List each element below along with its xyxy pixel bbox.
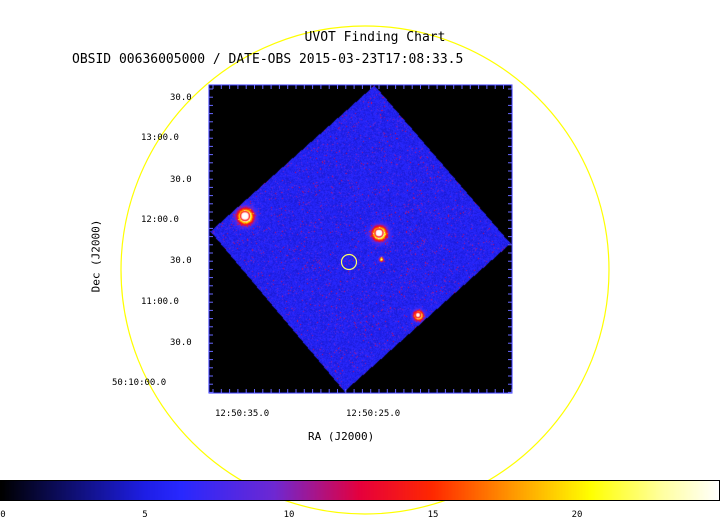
chart-subtitle: OBSID 00636005000 / DATE-OBS 2015-03-23T…: [72, 52, 464, 67]
colorbar-tick-label: 5: [142, 510, 148, 520]
colorbar: [1, 481, 720, 501]
colorbar-tick-label: 15: [427, 510, 439, 520]
colorbar-tick-label: 0: [0, 510, 6, 520]
y-tick-label: 11:00.0: [141, 297, 179, 307]
chart-title: UVOT Finding Chart: [304, 30, 446, 45]
y-tick-label: 30.0: [170, 93, 192, 103]
y-tick-label: 13:00.0: [141, 133, 179, 143]
x-axis-label: RA (J2000): [308, 430, 375, 443]
colorbar-tick-label: 10: [283, 510, 295, 520]
x-tick-label: 12:50:35.0: [215, 409, 270, 419]
colorbar-tick-label: 20: [571, 510, 583, 520]
x-tick-label: 12:50:25.0: [346, 409, 401, 419]
sky-image: [209, 85, 512, 393]
field-of-view-circle: [120, 25, 610, 515]
y-axis-label: Dec (J2000): [89, 219, 103, 293]
y-tick-label: 12:00.0: [141, 215, 179, 225]
y-tick-label: 30.0: [170, 256, 192, 266]
y-tick-label: 50:10:00.0: [112, 378, 167, 388]
y-tick-label: 30.0: [170, 175, 192, 185]
y-tick-label: 30.0: [170, 338, 192, 348]
